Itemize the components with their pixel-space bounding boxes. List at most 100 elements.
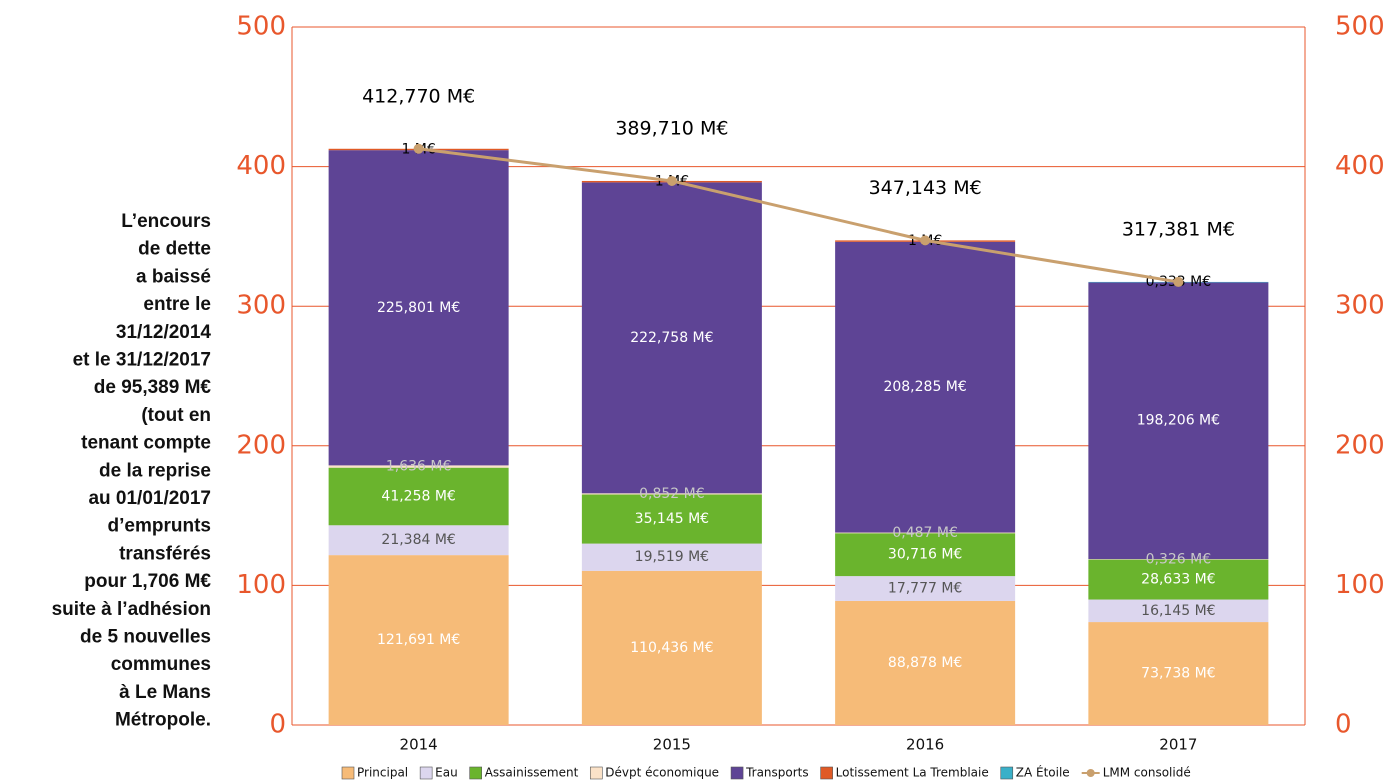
x-tick-label: 2016	[906, 736, 944, 754]
annotation-line: au 01/01/2017	[88, 488, 211, 509]
data-label: 28,633 M€	[1141, 572, 1215, 588]
bar-segment	[328, 150, 509, 466]
y-tick-label: 0	[269, 710, 286, 740]
legend-marker	[1086, 769, 1095, 777]
y2-tick-label: 0	[1335, 710, 1352, 740]
data-label: 0,326 M€	[1146, 551, 1212, 567]
data-label: 73,738 M€	[1141, 666, 1215, 682]
x-tick-label: 2017	[1159, 736, 1197, 754]
annotation-line: suite à l’adhésion	[52, 599, 211, 620]
data-label: 41,258 M€	[381, 488, 455, 504]
annotation-line: a baissé	[136, 266, 211, 287]
y-tick-label: 500	[236, 12, 286, 42]
bar-segment	[1088, 559, 1269, 600]
legend-label: Principal	[357, 766, 408, 780]
bar-segment	[1088, 599, 1269, 623]
data-label: 0,487 M€	[892, 525, 958, 541]
legend-swatch	[730, 766, 744, 780]
line-marker	[1173, 276, 1184, 287]
line-marker	[413, 143, 424, 154]
data-label: 19,519 M€	[635, 549, 709, 565]
data-label: 30,716 M€	[888, 547, 962, 563]
data-label: 16,145 M€	[1141, 603, 1215, 619]
legend-label: Assainissement	[485, 766, 579, 780]
total-label: 412,770 M€	[362, 85, 475, 107]
data-label: 225,801 M€	[377, 300, 460, 316]
y-tick-label: 300	[236, 291, 286, 321]
y-tick-label: 400	[236, 151, 286, 181]
annotation-line: (tout en	[141, 405, 211, 426]
annotation-line: d’emprunts	[108, 516, 211, 537]
bar-segment	[835, 576, 1016, 601]
annotation-line: de 5 nouvelles	[80, 627, 211, 648]
data-label: 0,852 M€	[639, 486, 705, 502]
annotation-line: Métropole.	[115, 710, 211, 731]
annotation-line: de dette	[138, 239, 211, 260]
y2-tick-label: 400	[1335, 151, 1385, 181]
annotation-line: tenant compte	[81, 433, 211, 454]
data-label: 35,145 M€	[635, 511, 709, 527]
bar-segment	[581, 493, 762, 495]
legend-swatch	[1000, 766, 1014, 780]
data-label: 110,436 M€	[630, 640, 713, 656]
data-label: 21,384 M€	[381, 532, 455, 548]
total-label: 317,381 M€	[1122, 218, 1235, 240]
line	[418, 147, 1179, 284]
y2-tick-label: 500	[1335, 12, 1385, 42]
bar-segment	[835, 532, 1016, 534]
annotation-line: transférés	[119, 543, 211, 564]
legend-swatch	[419, 766, 433, 780]
bar-segment	[581, 543, 762, 571]
y2-tick-label: 100	[1335, 570, 1385, 600]
y2-tick-label: 200	[1335, 430, 1385, 460]
bar-segment	[1088, 559, 1269, 560]
data-label: 198,206 M€	[1137, 413, 1220, 429]
y-tick-label: 200	[236, 430, 286, 460]
data-label: 88,878 M€	[888, 655, 962, 671]
bar-segment	[835, 600, 1016, 725]
legend-label: Lotissement La Tremblaie	[836, 766, 989, 780]
legend-label: LMM consolidé	[1103, 766, 1191, 780]
total-label: 389,710 M€	[615, 117, 728, 139]
line-marker	[920, 235, 931, 246]
bar-segment	[835, 241, 1016, 533]
line-marker	[666, 175, 677, 186]
bar-segment	[328, 555, 509, 725]
legend-swatch	[589, 766, 603, 780]
legend-label: Dévpt économique	[605, 766, 719, 780]
data-label: 208,285 M€	[883, 379, 966, 395]
bar-segment	[581, 570, 762, 725]
annotation-line: de la reprise	[99, 460, 211, 481]
legend-swatch	[341, 766, 355, 780]
annotation-line: communes	[111, 654, 211, 675]
annotation-line: 31/12/2014	[116, 322, 212, 343]
total-label: 347,143 M€	[869, 177, 982, 199]
legend-swatch	[820, 766, 833, 780]
bar-segment	[328, 465, 509, 468]
y-tick-label: 100	[236, 570, 286, 600]
legend-label: ZA Étoile	[1016, 765, 1070, 780]
data-label: 121,691 M€	[377, 632, 460, 648]
x-tick-label: 2014	[400, 736, 438, 754]
bar-segment	[328, 525, 509, 556]
bar-segment	[1088, 282, 1269, 560]
annotation-line: entre le	[143, 294, 211, 315]
bar-segment	[581, 494, 762, 544]
legend-label: Transports	[745, 766, 809, 780]
data-label: 222,758 M€	[630, 330, 713, 346]
bar-segment	[835, 533, 1016, 577]
y2-tick-label: 300	[1335, 291, 1385, 321]
annotation-line: à Le Mans	[119, 682, 211, 703]
annotation-line: et le 31/12/2017	[73, 350, 211, 371]
annotation-line: L’encours	[121, 211, 211, 232]
annotation-line: de 95,389 M€	[94, 377, 212, 398]
bar-segment	[1088, 622, 1269, 725]
x-tick-label: 2015	[653, 736, 691, 754]
legend-swatch	[469, 766, 482, 780]
data-label: 17,777 M€	[888, 581, 962, 597]
bar-segment	[328, 467, 509, 526]
bar-segment	[581, 182, 762, 494]
legend-label: Eau	[435, 766, 458, 780]
data-label: 1,636 M€	[386, 459, 452, 475]
